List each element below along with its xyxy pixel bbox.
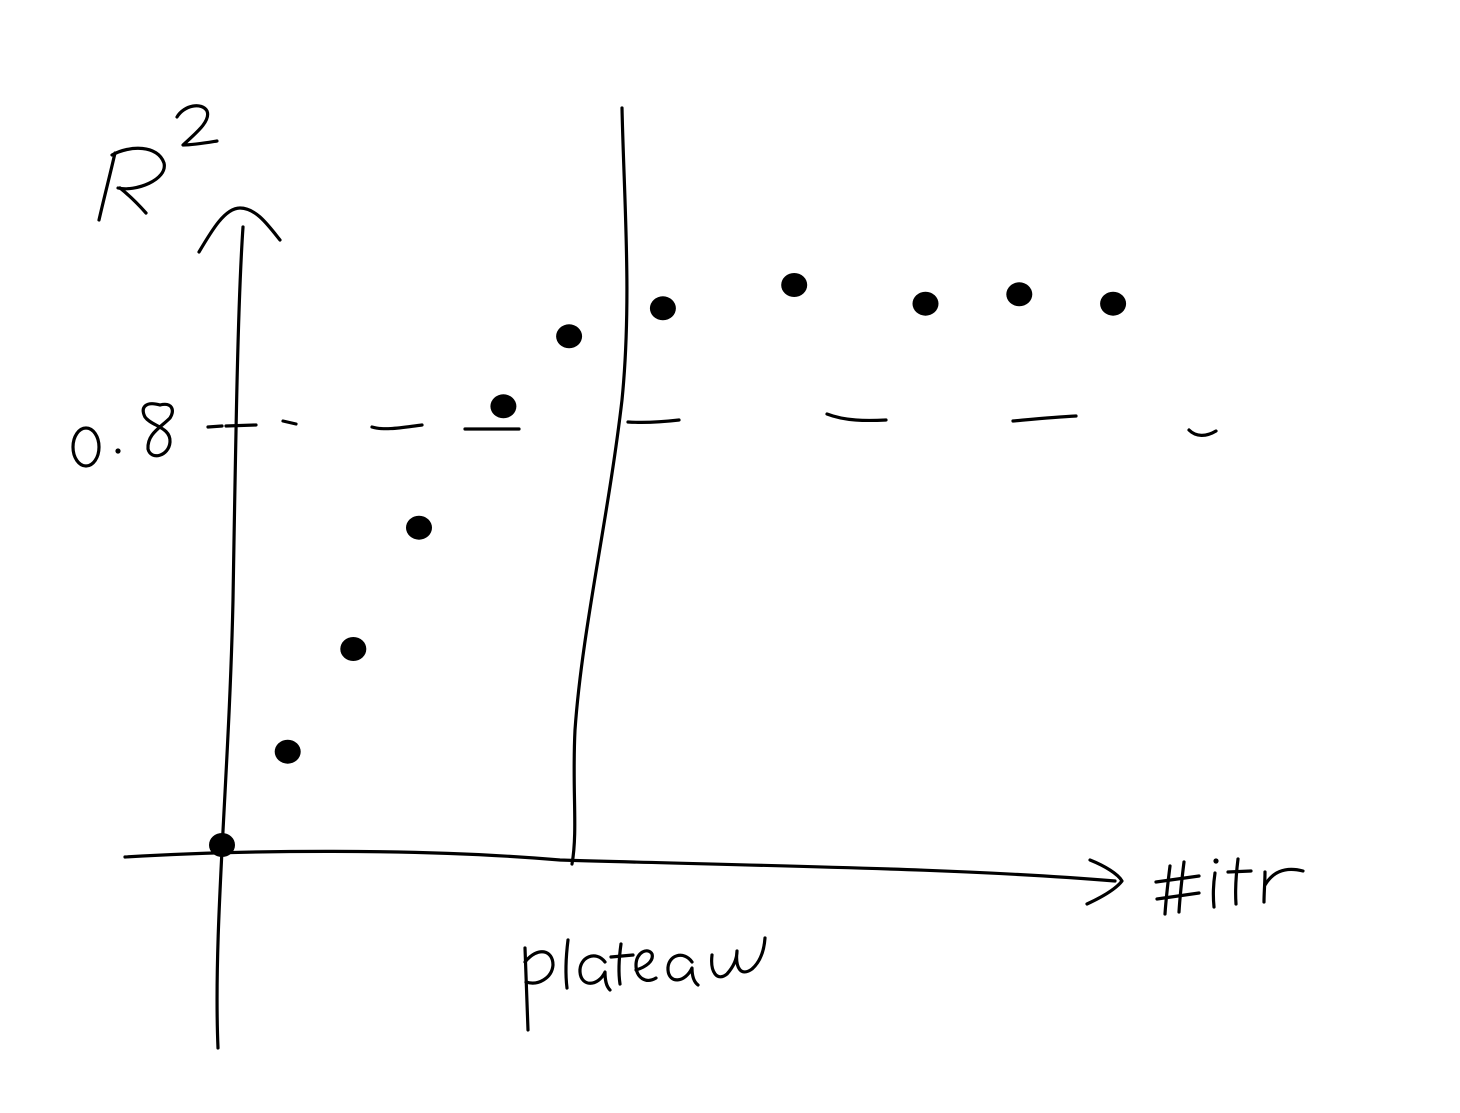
data-point-1 xyxy=(209,833,235,857)
y-axis-arrowhead xyxy=(197,206,282,254)
y-tick-label-0.8 xyxy=(71,402,174,468)
y-axis-line xyxy=(215,225,245,1050)
x-axis-label xyxy=(1154,857,1305,916)
data-point-10 xyxy=(1006,282,1033,307)
plateau-divider-line xyxy=(570,106,629,866)
data-point-2 xyxy=(274,739,301,764)
x-axis-line xyxy=(123,849,1117,883)
data-point-11 xyxy=(1100,291,1127,316)
data-point-8 xyxy=(781,273,808,297)
data-points xyxy=(209,273,1127,857)
data-point-4 xyxy=(406,515,432,540)
plateau-label xyxy=(523,936,767,1032)
data-point-7 xyxy=(649,296,676,321)
data-point-3 xyxy=(340,637,367,661)
threshold-dashed-line xyxy=(206,412,1218,437)
data-point-9 xyxy=(912,291,939,316)
data-point-6 xyxy=(556,324,583,349)
x-axis-arrowhead xyxy=(1085,858,1124,906)
data-point-5 xyxy=(490,394,517,419)
y-axis-label xyxy=(97,104,219,222)
